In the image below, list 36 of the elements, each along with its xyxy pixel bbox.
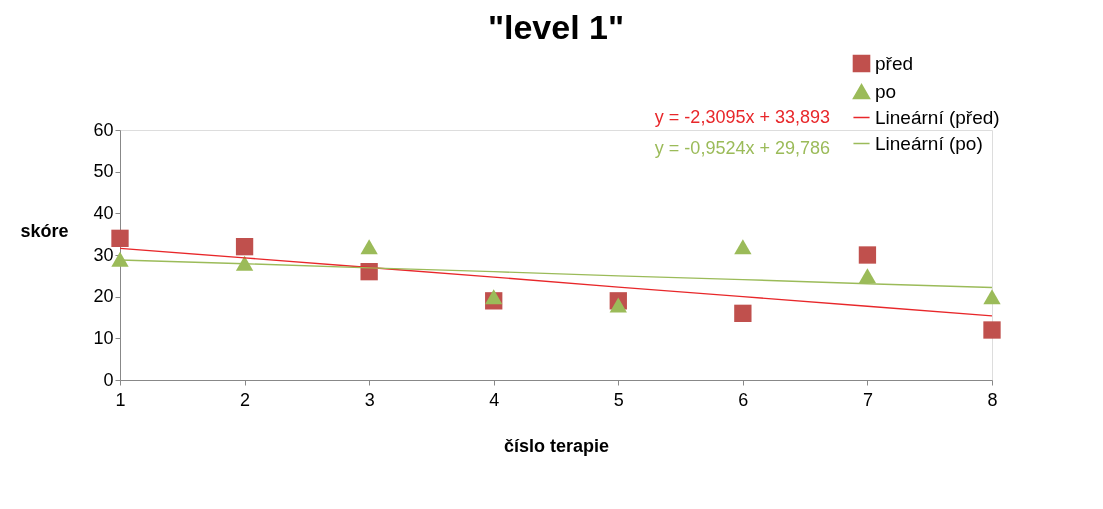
annotation: y = -0,9524x + 29,786 (654, 138, 830, 158)
point (734, 239, 752, 255)
y-tick-label: 60 (93, 119, 114, 140)
x-tick-label: 1 (115, 389, 126, 410)
x-tick-label: 7 (862, 389, 873, 410)
legend-label: před (875, 52, 914, 74)
y-tick-label: 30 (93, 244, 114, 265)
point (983, 289, 1001, 305)
point (485, 289, 503, 305)
point (734, 304, 752, 322)
point (111, 251, 129, 267)
chart-title: "level 1" (487, 8, 625, 46)
point (983, 321, 1001, 339)
x-tick-label: 4 (489, 389, 500, 410)
y-tick-label: 40 (93, 202, 114, 223)
legend-label: Lineární (před) (875, 106, 1000, 128)
x-axis-title: číslo terapie (503, 435, 610, 456)
x-tick-label: 5 (613, 389, 624, 410)
x-tick-label: 2 (240, 389, 251, 410)
point (858, 246, 877, 264)
point (111, 229, 129, 247)
y-tick-label: 10 (93, 327, 114, 348)
x-tick-label: 8 (987, 389, 998, 410)
legend-label: po (875, 80, 897, 102)
point (360, 239, 378, 255)
x-tick-label: 6 (738, 389, 749, 410)
y-tick-label: 50 (93, 161, 114, 182)
point (235, 238, 254, 256)
x-tick-label: 3 (364, 389, 375, 410)
legend-label: Lineární (po) (875, 132, 983, 154)
text: y = -2,3095x + 33,893 (654, 107, 830, 127)
y-tick-label: 0 (103, 369, 114, 390)
point (858, 268, 877, 284)
y-tick-label: 20 (93, 286, 114, 307)
y-axis-title: skóre (20, 220, 69, 241)
point (609, 297, 627, 313)
